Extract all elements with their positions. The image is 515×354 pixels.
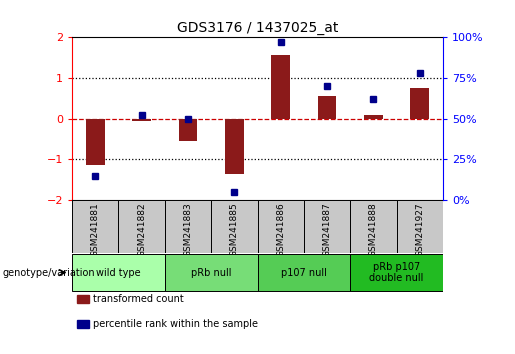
Text: GSM241887: GSM241887: [322, 202, 332, 257]
Bar: [72, 254, 165, 291]
Text: pRb p107
double null: pRb p107 double null: [369, 262, 424, 284]
Text: GSM241882: GSM241882: [137, 202, 146, 257]
Bar: [258, 200, 304, 253]
Bar: [410, 88, 429, 119]
Text: p107 null: p107 null: [281, 268, 327, 278]
Text: pRb null: pRb null: [191, 268, 231, 278]
Text: GSM241886: GSM241886: [276, 202, 285, 257]
Bar: [165, 200, 211, 253]
Text: genotype/variation: genotype/variation: [3, 268, 95, 278]
Bar: [350, 200, 397, 253]
Bar: [350, 254, 443, 291]
Bar: [132, 119, 151, 121]
Bar: [118, 200, 165, 253]
Bar: [179, 119, 197, 141]
Bar: [397, 200, 443, 253]
Bar: [211, 200, 258, 253]
Text: GSM241927: GSM241927: [415, 202, 424, 257]
Text: percentile rank within the sample: percentile rank within the sample: [93, 319, 258, 329]
Bar: [165, 254, 258, 291]
Bar: [86, 119, 105, 165]
Bar: [318, 96, 336, 119]
Bar: [304, 200, 350, 253]
Text: GSM241885: GSM241885: [230, 202, 239, 257]
Text: wild type: wild type: [96, 268, 141, 278]
Bar: [364, 115, 383, 119]
Title: GDS3176 / 1437025_at: GDS3176 / 1437025_at: [177, 21, 338, 35]
Text: GSM241881: GSM241881: [91, 202, 100, 257]
Bar: [225, 119, 244, 173]
Bar: [258, 254, 350, 291]
Bar: [72, 200, 118, 253]
Bar: [271, 56, 290, 119]
Text: GSM241888: GSM241888: [369, 202, 378, 257]
Text: transformed count: transformed count: [93, 294, 183, 304]
Text: GSM241883: GSM241883: [183, 202, 193, 257]
